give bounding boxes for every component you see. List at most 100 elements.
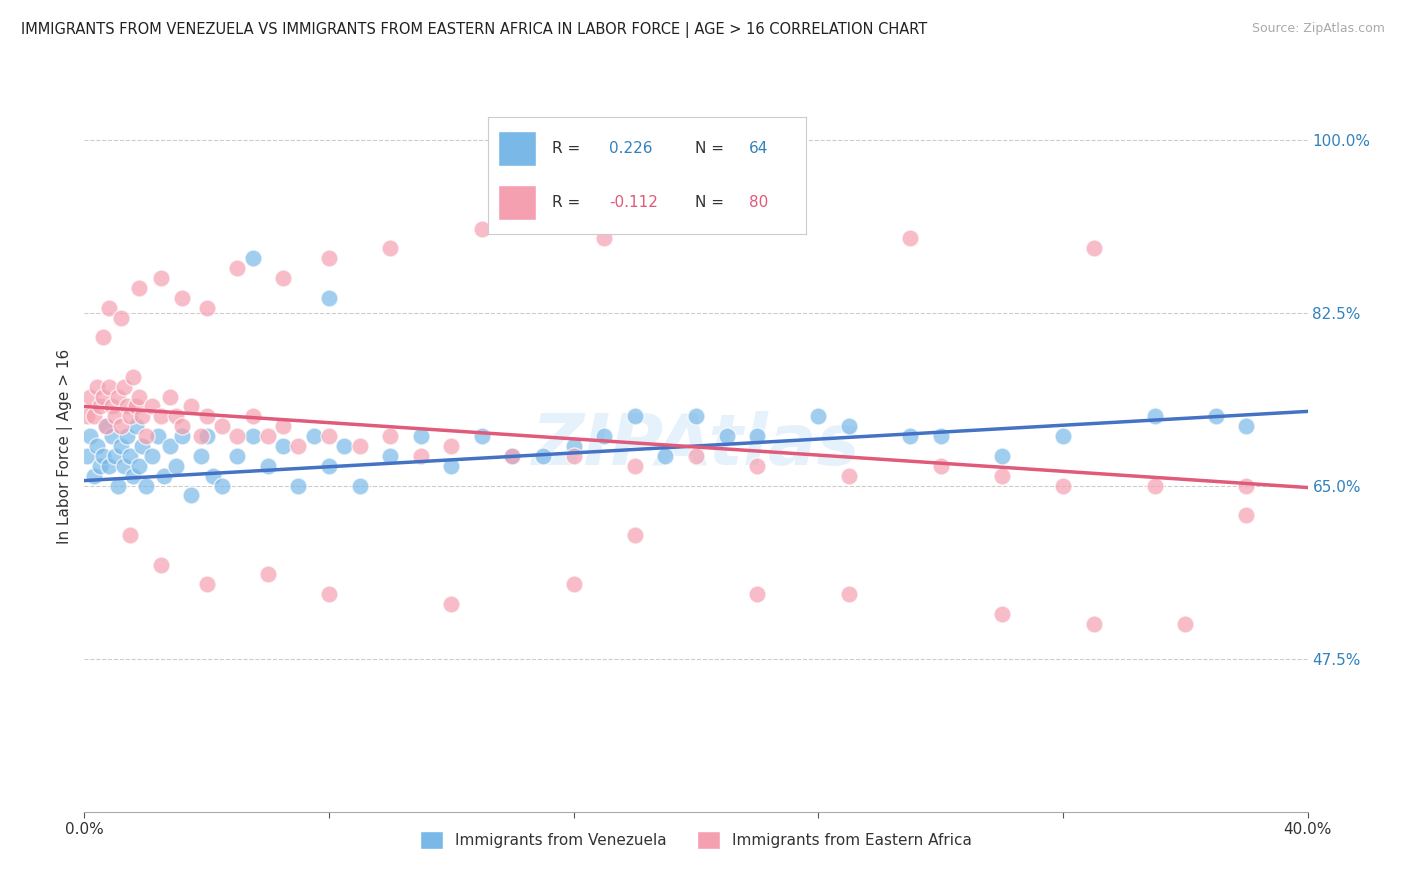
Point xyxy=(929,429,952,443)
Point xyxy=(1143,409,1166,424)
Point xyxy=(211,478,233,492)
Point xyxy=(86,439,108,453)
Point xyxy=(747,429,769,443)
Point xyxy=(440,439,463,453)
Point xyxy=(211,419,233,434)
Point xyxy=(991,607,1014,621)
Point xyxy=(195,577,218,591)
Point xyxy=(1083,616,1105,631)
Point xyxy=(86,380,108,394)
Point xyxy=(135,429,157,443)
Point xyxy=(110,419,132,434)
Point xyxy=(685,449,707,463)
Point xyxy=(380,429,402,443)
Point xyxy=(76,449,98,463)
Point xyxy=(1174,616,1197,631)
Text: Source: ZipAtlas.com: Source: ZipAtlas.com xyxy=(1251,22,1385,36)
Point xyxy=(83,409,105,424)
Point xyxy=(97,458,120,473)
Point xyxy=(120,449,142,463)
Point xyxy=(838,468,860,483)
Point xyxy=(440,597,463,611)
Text: ZIPAtlas: ZIPAtlas xyxy=(531,411,860,481)
Point xyxy=(101,400,124,414)
Point xyxy=(991,468,1014,483)
Point xyxy=(195,429,218,443)
Point xyxy=(190,429,212,443)
Point xyxy=(380,449,402,463)
Point xyxy=(112,380,135,394)
Point xyxy=(242,251,264,265)
Point xyxy=(76,409,98,424)
Point xyxy=(159,439,181,453)
Point xyxy=(898,429,921,443)
Point xyxy=(287,478,309,492)
Y-axis label: In Labor Force | Age > 16: In Labor Force | Age > 16 xyxy=(58,349,73,543)
Point xyxy=(747,211,769,226)
Point xyxy=(593,231,616,245)
Point xyxy=(242,409,264,424)
Point xyxy=(97,301,120,315)
Point xyxy=(747,587,769,601)
Point xyxy=(101,429,124,443)
Point xyxy=(128,390,150,404)
Point xyxy=(180,488,202,502)
Point xyxy=(128,281,150,295)
Point xyxy=(1083,241,1105,255)
Point xyxy=(287,439,309,453)
Point xyxy=(302,429,325,443)
Legend: Immigrants from Venezuela, Immigrants from Eastern Africa: Immigrants from Venezuela, Immigrants fr… xyxy=(413,824,979,855)
Point xyxy=(89,400,111,414)
Point xyxy=(1236,478,1258,492)
Point xyxy=(165,458,187,473)
Point xyxy=(115,429,138,443)
Point xyxy=(110,310,132,325)
Point xyxy=(94,419,117,434)
Point xyxy=(195,301,218,315)
Point xyxy=(318,429,340,443)
Point xyxy=(120,409,142,424)
Point xyxy=(593,429,616,443)
Point xyxy=(226,429,249,443)
Point xyxy=(440,458,463,473)
Point xyxy=(104,409,127,424)
Point xyxy=(654,449,676,463)
Point xyxy=(349,439,371,453)
Point xyxy=(91,449,114,463)
Point xyxy=(97,380,120,394)
Point xyxy=(146,429,169,443)
Point xyxy=(94,419,117,434)
Point xyxy=(149,409,172,424)
Point xyxy=(125,400,148,414)
Point xyxy=(131,439,153,453)
Point xyxy=(226,449,249,463)
Point xyxy=(110,439,132,453)
Point xyxy=(112,458,135,473)
Point xyxy=(409,449,432,463)
Point xyxy=(128,458,150,473)
Point xyxy=(502,449,524,463)
Point xyxy=(1205,409,1227,424)
Point xyxy=(318,458,340,473)
Point xyxy=(349,478,371,492)
Point xyxy=(172,419,194,434)
Point xyxy=(271,439,294,453)
Point xyxy=(271,419,294,434)
Point xyxy=(107,390,129,404)
Point xyxy=(131,409,153,424)
Point xyxy=(141,449,163,463)
Point xyxy=(624,458,647,473)
Point xyxy=(201,468,224,483)
Point xyxy=(333,439,356,453)
Point xyxy=(409,429,432,443)
Point xyxy=(242,429,264,443)
Point xyxy=(153,468,176,483)
Point xyxy=(318,291,340,305)
Point xyxy=(149,558,172,572)
Point xyxy=(318,587,340,601)
Point xyxy=(898,231,921,245)
Point xyxy=(125,419,148,434)
Point xyxy=(747,458,769,473)
Point xyxy=(79,429,101,443)
Point xyxy=(624,409,647,424)
